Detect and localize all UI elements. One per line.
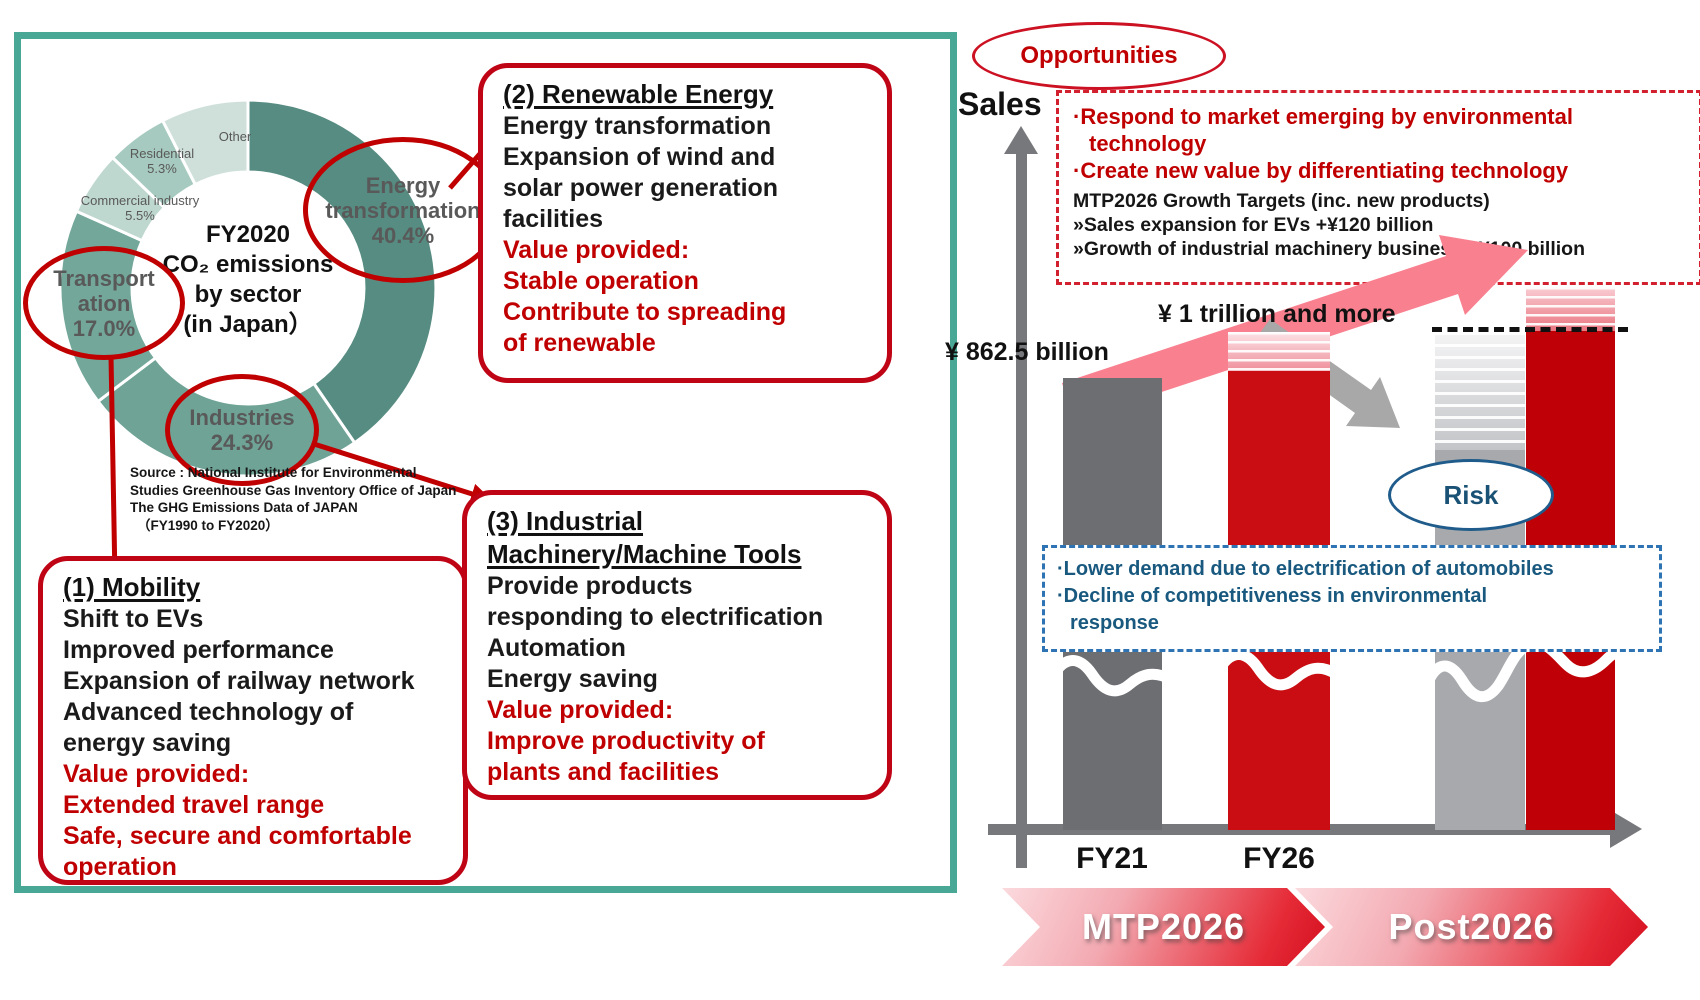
source-line: The GHG Emissions Data of JAPAN [130,500,358,515]
box-text-line: Energy transformation [503,112,772,140]
callout-box-industrial-machinery: (3) Industrial Machinery/Machine Tools Pr… [462,490,892,800]
box-text-line: Safe, secure and comfortable [63,822,412,850]
mtp2026-label: MTP2026 [1081,906,1246,947]
box-text-line: solar power generation [503,174,779,202]
risk-badge-label: Risk [1443,479,1499,510]
box-text-line: Improve productivity of [487,727,765,755]
industries-label-pct: 24.3% [210,430,274,455]
energy-label-pct: 40.4% [371,222,435,248]
growth-target-line: MTP2026 Growth Targets (inc. new product… [1073,190,1490,212]
donut-label-other: Other [218,129,252,144]
box-text-line: Automation [487,634,626,662]
post2026-label: Post2026 [1388,906,1555,947]
risk-line: ·Decline of competitiveness in environme… [1057,585,1488,607]
highlight-ellipse-energy: Energy transformation 40.4% [303,137,503,283]
box-text-line: operation [63,853,177,881]
box-text-line: Energy saving [487,665,658,693]
opportunities-box: ·Respond to market emerging by environme… [1056,90,1700,285]
donut-label-residential-pct: 5.3% [147,161,177,176]
box-text-line: Value provided: [63,760,250,788]
box-text-line: Expansion of railway network [63,667,415,695]
source-note: Source : National Institute for Environm… [130,464,470,534]
transportation-label-line: Transport [53,265,155,291]
source-line: （FY1990 to FY2020） [137,517,279,533]
highlight-ellipse-industries: Industries 24.3% [165,374,319,486]
donut-center-title: FY2020 CO₂ emissions by sector (in Japan… [140,220,356,340]
timeline-chevron-post2026: Post2026 [1295,888,1648,966]
box-text-line: Expansion of wind and [503,143,776,171]
opportunity-red-line: ·Respond to market emerging by environme… [1073,104,1573,129]
box-text-line: Stable operation [503,267,699,295]
risk-badge: Risk [1388,459,1554,531]
donut-title-line: by sector [194,281,302,308]
source-line: Source : National Institute for Environm… [130,465,417,480]
box-text-line: facilities [503,205,604,233]
opportunity-red-line: ·Create new value by differentiating tec… [1073,158,1569,183]
callout-box-renewable-energy: (2) Renewable Energy Energy transformati… [478,63,892,383]
source-line: Studies Greenhouse Gas Inventory Office … [130,482,457,498]
box-text-line: Improved performance [63,636,334,664]
fy21-value-label: ¥ 862.5 billion [945,338,1109,366]
donut-label-residential-name: Residential [129,146,195,161]
callout-box-mobility: (1) Mobility Shift to EVs Improved perfor… [38,556,468,885]
risk-line: ·Lower demand due to electrification of … [1057,558,1554,580]
risk-box: ·Lower demand due to electrification of … [1042,545,1662,652]
energy-label-line: transformation [325,197,481,223]
donut-label-residential: Residential 5.3% [110,146,214,176]
box-text-line: responding to electrification [487,603,824,631]
transportation-label-line: ation [77,290,131,316]
donut-label-commercial: Commercial industry 5.5% [58,193,222,223]
box-text-line: of renewable [503,329,656,357]
fy26-value-label: ¥ 1 trillion and more [1158,300,1396,328]
box-text-line: plants and facilities [487,758,720,786]
energy-label-line: Energy [365,172,441,198]
box-text-line: Extended travel range [63,791,325,819]
opportunity-red-line: technology [1089,131,1207,156]
box-text-line: energy saving [63,729,232,757]
opportunities-badge-label: Opportunities [1020,42,1178,69]
growth-target-line: »Sales expansion for EVs +¥120 billion [1073,214,1434,236]
donut-title-line: (in Japan） [183,311,313,338]
box-text-line: Shift to EVs [63,605,204,633]
box-title-line: Machinery/Machine Tools [487,539,802,569]
box-title-line: (3) Industrial [487,506,644,536]
donut-label-commercial-name: Commercial industry [80,193,200,208]
box-title-line: (1) Mobility [63,572,201,602]
axis-label-fy21: FY21 [1076,842,1148,875]
bar-post2026-risk-cap [1435,332,1525,450]
timeline-chevron-mtp2026: MTP2026 [1002,888,1325,966]
opportunities-badge: Opportunities [972,22,1226,90]
transportation-label-pct: 17.0% [72,315,136,341]
sales-axis-line [1016,150,1027,868]
box-text-line: Contribute to spreading [503,298,787,326]
box-text-line: Value provided: [487,696,674,724]
donut-label-commercial-pct: 5.5% [125,208,155,223]
box-text-line: Advanced technology of [63,698,354,726]
highlight-ellipse-transportation: Transport ation 17.0% [23,246,185,360]
industries-label-line: Industries [189,405,295,430]
bar-fy26-upside-cap [1228,332,1330,371]
box-text-line: Provide products [487,572,693,600]
growth-target-line: »Growth of industrial machinery business… [1073,238,1586,260]
time-axis-arrowhead-icon [1610,810,1642,848]
axis-label-fy26: FY26 [1243,842,1315,875]
reference-dashed-line [1432,327,1628,332]
box-text-line: Value provided: [503,236,690,264]
donut-title-line: FY2020 [205,221,291,248]
sales-axis-arrowhead-icon [1004,126,1038,154]
donut-title-line: CO₂ emissions [162,251,334,278]
risk-line: response [1070,612,1159,634]
sales-axis-title: Sales [958,86,1042,122]
box-title-line: (2) Renewable Energy [503,79,774,109]
bar-post2026-opportunity-cap [1526,287,1615,331]
